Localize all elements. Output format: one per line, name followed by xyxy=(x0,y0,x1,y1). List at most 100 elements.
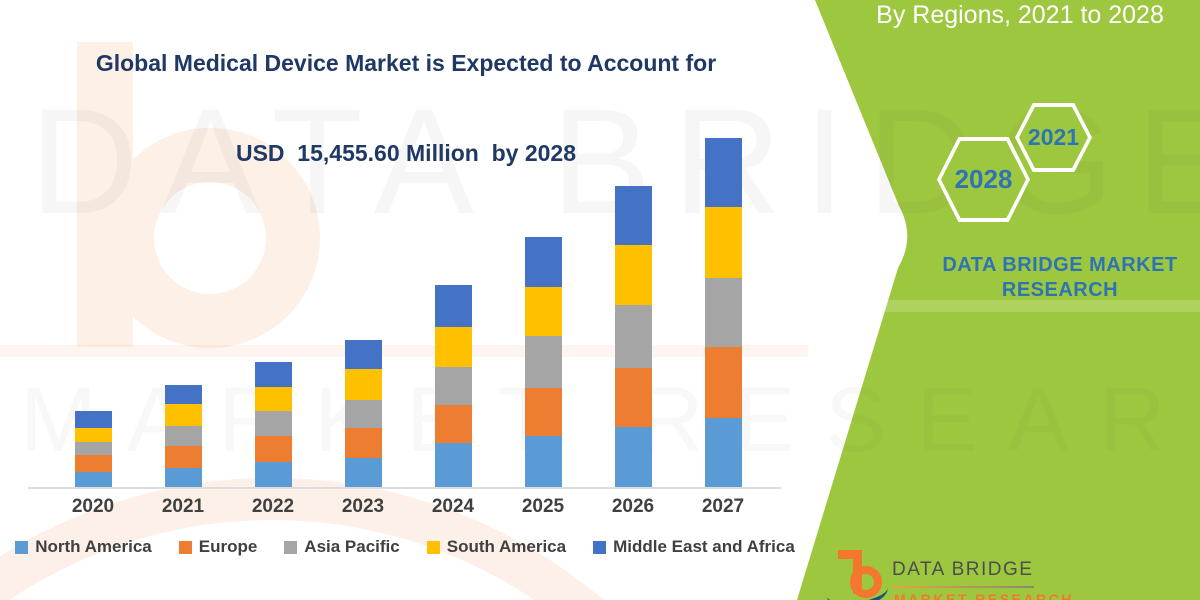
bar-segment-south-america xyxy=(434,327,472,367)
bar-2020 xyxy=(48,411,138,487)
bar-2024 xyxy=(408,285,498,487)
bar-2022 xyxy=(228,362,318,487)
hexagon-2021-fill xyxy=(1019,107,1088,168)
hexagon-2028: 2028 xyxy=(937,137,1030,222)
bar-segment-south-america xyxy=(524,287,562,336)
bar-2027 xyxy=(678,138,768,487)
bar-segment-asia-pacific xyxy=(74,442,112,455)
legend: North America Europe Asia Pacific South Ame… xyxy=(0,537,810,557)
x-axis-label-2024: 2024 xyxy=(431,496,475,517)
x-axis-label-2020: 2020 xyxy=(71,496,115,517)
x-axis-label-2021: 2021 xyxy=(161,496,205,517)
footer-logo-subtext: MARKET RESEARCH xyxy=(894,591,1074,600)
footer-logo-brand: DATA BRIDGE xyxy=(892,559,1034,580)
x-axis-labels: 2020 2021 2022 2023 2024 2025 2026 2027 xyxy=(48,496,768,518)
bar-segment-europe xyxy=(704,347,742,418)
bar-segment-middle-east-and-africa xyxy=(614,186,652,245)
bar-segment-middle-east-and-africa xyxy=(344,340,382,369)
legend-label: Europe xyxy=(198,537,258,556)
bar-segment-asia-pacific xyxy=(434,367,472,405)
legend-label: Middle East and Africa xyxy=(613,537,795,556)
bar-segment-north-america xyxy=(704,418,742,487)
legend-label: Asia Pacific xyxy=(304,537,400,556)
bar-segment-south-america xyxy=(74,428,112,442)
legend-swatch xyxy=(593,540,607,554)
chart-title: Global Medical Device Market is Expected… xyxy=(0,0,812,228)
bar-segment-europe xyxy=(164,446,202,468)
bar-segment-north-america xyxy=(74,472,112,487)
bar-segment-europe xyxy=(524,388,562,436)
legend-label: South America xyxy=(446,537,567,556)
watermark-text-row2: MARKET RESEARCH xyxy=(20,368,1200,473)
hexagon-2028-fill xyxy=(941,141,1026,218)
chart-title-line2: USD 15,455.60 Million by 2028 xyxy=(235,140,577,166)
bar-segment-asia-pacific xyxy=(614,305,652,368)
bar-segment-middle-east-and-africa xyxy=(704,138,742,207)
x-axis-label-2023: 2023 xyxy=(341,496,385,517)
bar-segment-middle-east-and-africa xyxy=(164,385,202,404)
legend-swatch xyxy=(284,540,298,554)
x-axis-line xyxy=(28,487,781,489)
footer-logo-b-ring xyxy=(850,566,882,598)
green-panel-shape xyxy=(797,0,1200,600)
legend-item-middle-east-and-africa: Middle East and Africa xyxy=(593,537,795,557)
legend-swatch xyxy=(178,540,192,554)
hexagon-2021-label: 2021 xyxy=(1027,124,1080,150)
bar-segment-asia-pacific xyxy=(164,426,202,446)
bar-segment-north-america xyxy=(164,468,202,487)
bar-segment-south-america xyxy=(164,404,202,426)
bar-segment-south-america xyxy=(704,207,742,278)
bar-segment-asia-pacific xyxy=(254,411,292,436)
bar-segment-south-america xyxy=(344,369,382,400)
bar-segment-europe xyxy=(254,436,292,462)
bar-segment-south-america xyxy=(254,387,292,411)
bar-segment-north-america xyxy=(344,458,382,487)
panel-brand-line1: DATA BRIDGE MARKET xyxy=(942,254,1178,276)
x-axis-label-2025: 2025 xyxy=(521,496,565,517)
bar-segment-europe xyxy=(614,368,652,427)
plot-area xyxy=(48,126,768,487)
footer-logo: DATA BRIDGE MARKET RESEARCH xyxy=(824,546,1146,600)
bar-segment-middle-east-and-africa xyxy=(254,362,292,387)
bar-2026 xyxy=(588,186,678,487)
x-axis-label-2022: 2022 xyxy=(251,496,295,517)
panel-heading: By Regions, 2021 to 2028 xyxy=(876,1,1164,29)
footer-logo-b-icon xyxy=(838,550,862,559)
bar-segment-asia-pacific xyxy=(344,400,382,428)
bar-segment-middle-east-and-africa xyxy=(74,411,112,428)
hexagon-2021: 2021 xyxy=(1015,103,1092,172)
x-axis-label-2026: 2026 xyxy=(611,496,655,517)
watermark-stripe xyxy=(0,345,808,357)
legend-item-north-america: North America xyxy=(15,537,152,557)
legend-swatch xyxy=(15,540,29,554)
bar-segment-asia-pacific xyxy=(524,336,562,388)
bar-segment-middle-east-and-africa xyxy=(524,237,562,287)
bar-segment-north-america xyxy=(434,443,472,487)
bar-segment-europe xyxy=(344,428,382,458)
legend-label: North America xyxy=(35,537,152,556)
green-panel-light-band xyxy=(884,300,1200,312)
legend-item-south-america: South America xyxy=(426,537,567,557)
chart-title-line1: Global Medical Device Market is Expected… xyxy=(95,50,717,76)
bar-segment-north-america xyxy=(614,427,652,487)
footer-logo-rule xyxy=(892,586,1034,588)
x-axis-label-2027: 2027 xyxy=(701,496,745,517)
bar-segment-asia-pacific xyxy=(704,278,742,347)
panel-brand-line2: RESEARCH xyxy=(1001,279,1119,301)
bar-segment-north-america xyxy=(254,462,292,487)
bar-segment-europe xyxy=(434,405,472,443)
bar-2025 xyxy=(498,237,588,487)
bar-segment-europe xyxy=(74,455,112,472)
legend-item-europe: Europe xyxy=(178,537,258,557)
legend-item-asia-pacific: Asia Pacific xyxy=(284,537,400,557)
bar-2021 xyxy=(138,385,228,487)
bar-segment-north-america xyxy=(524,436,562,487)
bar-segment-middle-east-and-africa xyxy=(434,285,472,327)
bar-2023 xyxy=(318,340,408,487)
panel-brand-text: DATA BRIDGE MARKET RESEARCH xyxy=(935,253,1185,303)
legend-swatch xyxy=(426,540,440,554)
hexagon-2028-label: 2028 xyxy=(954,164,1013,194)
bar-segment-south-america xyxy=(614,245,652,305)
